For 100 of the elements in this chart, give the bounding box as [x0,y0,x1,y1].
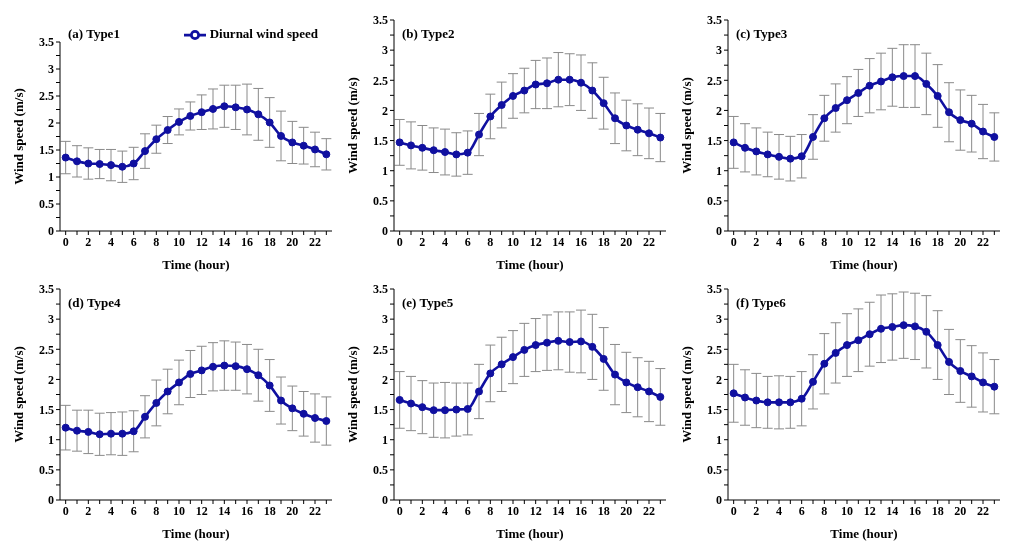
point [407,141,415,150]
chart-title: (a) Type1 [68,26,120,42]
point [152,135,161,144]
y-tick-label: 0.5 [373,194,388,209]
point [877,324,885,333]
x-tick-label: 10 [507,234,519,249]
x-tick-label: 20 [286,234,299,249]
point [577,78,585,87]
point [899,321,908,330]
point [418,143,427,152]
point [633,383,642,392]
point [588,342,597,351]
point [84,159,93,168]
point [922,327,931,336]
point [509,91,517,100]
point [452,150,461,159]
point [933,91,942,100]
x-tick-label: 10 [841,503,853,518]
y-tick-label: 2 [382,372,388,387]
y-tick-label: 0 [382,224,388,239]
y-tick-label: 1.5 [707,133,722,148]
y-tick-label: 2 [716,372,722,387]
x-tick-label: 20 [954,503,967,518]
point [622,378,631,387]
point [197,108,206,117]
point [509,353,517,362]
point [95,430,104,439]
x-tick-label: 8 [153,503,160,518]
x-axis-title: Time (hour) [162,257,230,272]
x-tick-label: 12 [195,503,208,518]
x-tick-label: 6 [798,503,805,518]
x-tick-label: 20 [620,234,633,249]
x-tick-label: 14 [552,503,565,518]
point [163,126,172,135]
point [645,129,653,138]
y-tick-label: 0 [48,224,54,239]
point [186,370,195,378]
x-tick-label: 14 [886,234,899,249]
y-tick-label: 1 [382,432,388,447]
x-tick-label: 6 [798,234,805,249]
point [141,412,149,421]
x-tick-label: 4 [776,503,782,518]
y-tick-label: 3.5 [39,35,54,50]
point [820,114,829,123]
x-tick-label: 16 [241,234,253,249]
x-tick-label: 0 [62,503,69,518]
x-tick-label: 8 [821,503,828,518]
point [554,336,563,345]
x-tick-label: 2 [753,234,760,249]
x-tick-label: 8 [153,234,160,249]
point [175,378,183,387]
x-tick-label: 12 [529,234,542,249]
point [175,117,183,126]
point [956,116,965,125]
point [265,118,274,127]
point [854,88,863,97]
point [288,404,297,413]
y-tick-label: 3.5 [707,282,722,297]
y-tick-label: 1.5 [707,402,722,417]
point [220,361,229,370]
x-tick-label: 4 [442,234,448,249]
point [543,79,551,88]
x-tick-label: 14 [218,234,231,249]
x-tick-label: 2 [419,503,426,518]
x-tick-label: 22 [309,503,321,518]
y-tick-label: 3 [716,312,722,327]
point [809,132,817,141]
point [543,338,551,347]
x-axis-title: Time (hour) [830,526,898,541]
point [441,406,449,415]
x-tick-label: 0 [730,234,737,249]
point [979,127,987,136]
point [497,360,506,369]
point [311,414,319,423]
point [231,362,240,371]
point [797,394,806,403]
y-tick-label: 1.5 [373,402,388,417]
point [243,365,251,374]
point [520,345,529,354]
point [565,75,574,84]
y-tick-label: 2 [48,116,54,131]
y-tick-label: 1 [48,432,54,447]
x-tick-label: 22 [977,503,989,518]
point [752,396,761,405]
point [979,378,987,387]
point [73,157,81,166]
x-tick-label: 6 [464,503,471,518]
legend-label: Diurnal wind speed [209,25,318,41]
x-tick-label: 10 [173,234,185,249]
point [299,409,308,418]
y-tick-label: 1.5 [39,143,54,158]
point [95,160,104,169]
point [554,75,563,84]
point [611,370,619,379]
point [61,423,70,432]
x-tick-label: 14 [552,234,565,249]
point [118,162,127,171]
point [463,404,472,413]
y-tick-label: 2.5 [373,342,388,357]
y-tick-label: 2.5 [39,342,54,357]
